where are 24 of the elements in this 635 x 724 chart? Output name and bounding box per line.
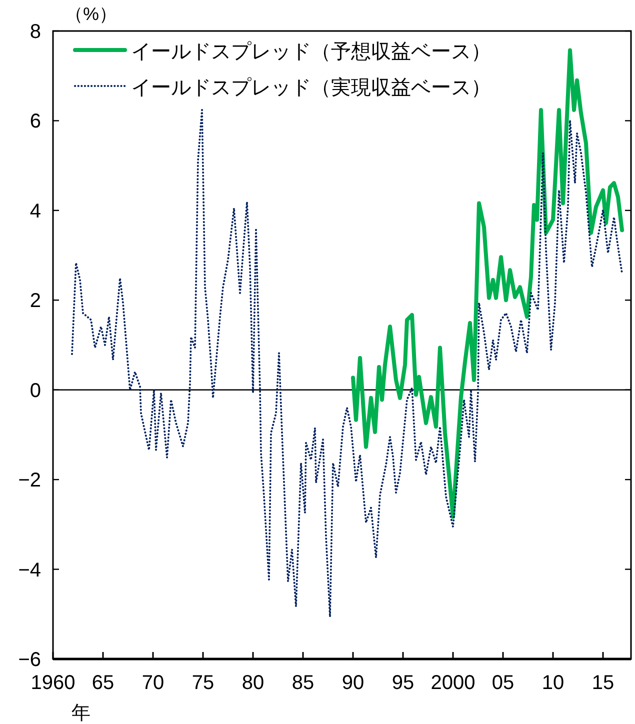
x-tick-label: 95 [392, 672, 414, 694]
x-tick-label: 10 [542, 672, 564, 694]
y-tick-label: 8 [30, 21, 41, 43]
x-tick-label: 85 [292, 672, 314, 694]
y-tick-label: 4 [30, 200, 41, 222]
legend-label: イールドスプレッド（実現収益ベース） [131, 76, 491, 99]
y-axis-title: （%） [64, 4, 118, 24]
x-tick-label: 65 [92, 672, 114, 694]
y-tick-label: 0 [30, 380, 41, 402]
x-tick-label: 90 [342, 672, 364, 694]
y-tick-label: 2 [30, 290, 41, 312]
y-tick-label: −4 [18, 559, 41, 582]
x-tick-label: 75 [192, 672, 214, 694]
y-tick-label: −2 [18, 470, 41, 492]
x-tick-label: 05 [492, 672, 514, 694]
y-tick-label: 6 [30, 110, 41, 133]
y-tick-label: −6 [18, 649, 41, 671]
legend-label: イールドスプレッド（予想収益ベース） [131, 41, 491, 63]
x-tick-label: 1960 [30, 672, 76, 694]
x-tick-label: 2000 [430, 672, 476, 694]
x-tick-label: 80 [242, 672, 264, 694]
x-tick-label: 15 [592, 672, 614, 694]
x-tick-label: 70 [142, 672, 164, 694]
x-axis-title: 年 [72, 703, 90, 724]
